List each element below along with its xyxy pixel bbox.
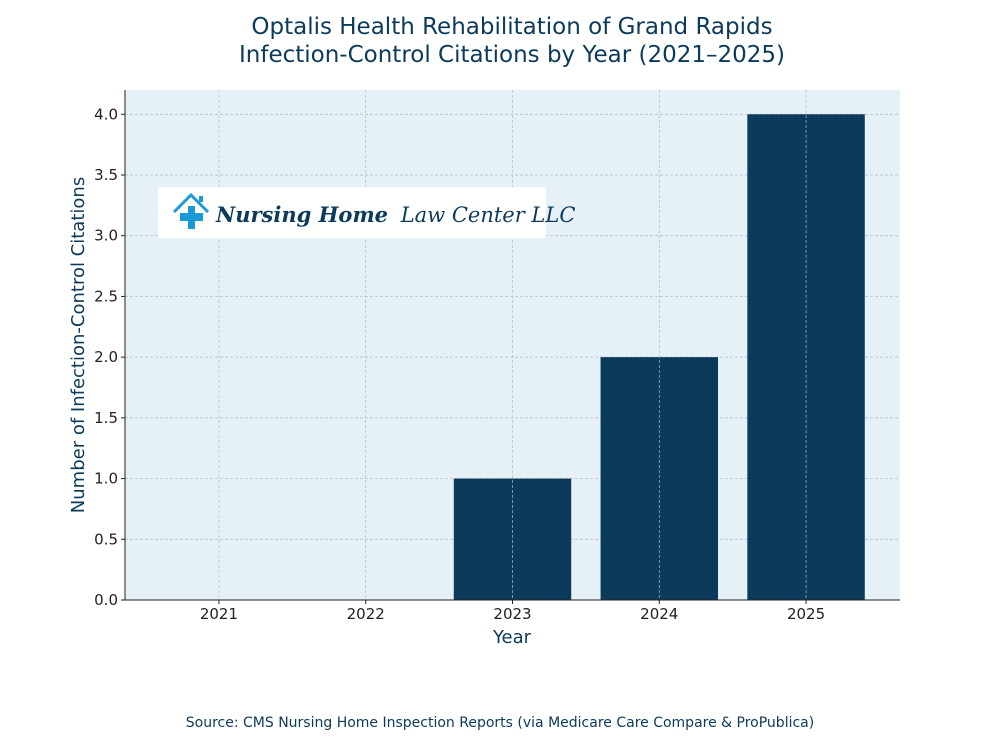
bar-2024 — [600, 357, 718, 600]
y-axis-label: Number of Infection-Control Citations — [68, 177, 89, 513]
chart-title-line2: Infection-Control Citations by Year (202… — [239, 42, 785, 68]
logo-text-regular: Law Center LLC — [400, 203, 576, 227]
y-tick-label: 1.0 — [94, 470, 118, 488]
y-tick-label: 1.5 — [94, 409, 118, 427]
x-tick-label: 2025 — [787, 605, 825, 623]
logo: Nursing Home Law Center LLC — [158, 187, 575, 238]
y-tick-label: 3.5 — [94, 166, 118, 184]
logo-background — [158, 187, 546, 238]
x-tick-label: 2021 — [200, 605, 238, 623]
x-tick-label: 2024 — [640, 605, 678, 623]
x-tick-label: 2023 — [493, 605, 531, 623]
x-axis-label: Year — [492, 627, 532, 648]
y-tick-label: 3.0 — [94, 227, 118, 245]
chart-title-line1: Optalis Health Rehabilitation of Grand R… — [251, 14, 772, 40]
y-tick-label: 0.0 — [94, 591, 118, 609]
y-tick-label: 2.0 — [94, 348, 118, 366]
bar-2023 — [453, 478, 572, 600]
y-tick-label: 2.5 — [94, 287, 118, 305]
y-tick-label: 0.5 — [94, 530, 118, 548]
house-medical-cross-icon — [172, 192, 210, 229]
x-tick-label: 2022 — [347, 605, 385, 623]
source-note: Source: CMS Nursing Home Inspection Repo… — [186, 715, 814, 731]
svg-text:Nursing Home Law Center: Nursing Home Law Center LLC — [215, 202, 575, 227]
logo-text-bold: Nursing Home — [215, 202, 388, 227]
y-tick-label: 4.0 — [94, 105, 118, 123]
